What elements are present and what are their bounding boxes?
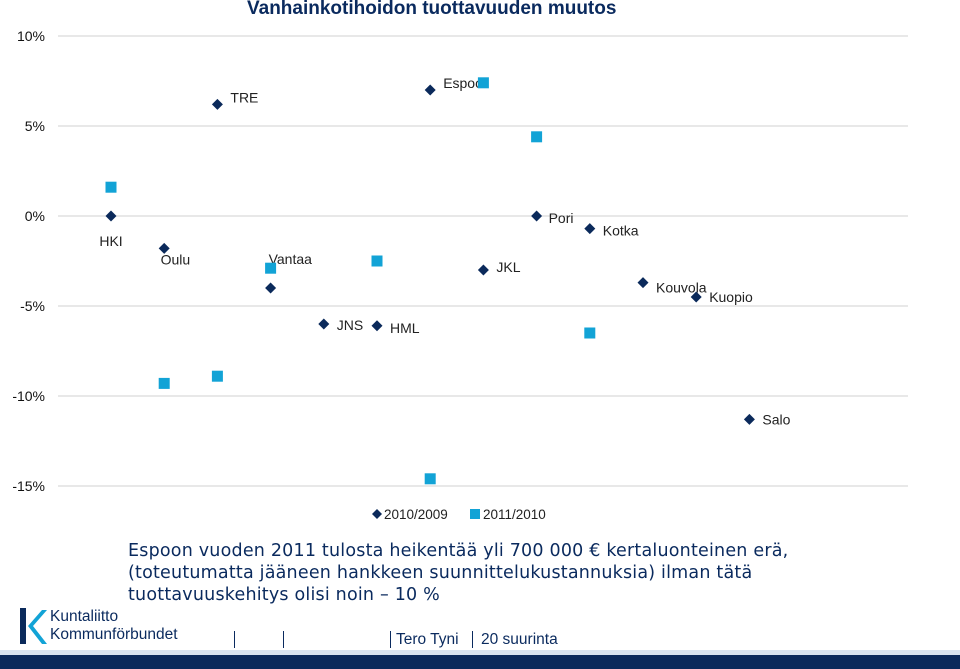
point-label: Vantaa (269, 251, 313, 267)
y-tick-label: 5% (25, 118, 45, 134)
logo-mark-icon (20, 608, 47, 644)
footer-author: Tero Tyni (396, 631, 459, 648)
point-2010-2009 (584, 223, 596, 235)
point-2010-2009 (265, 282, 277, 294)
point-2010-2009 (477, 264, 489, 276)
point-label: Kuopio (709, 289, 753, 305)
point-2010-2009 (211, 98, 223, 110)
point-2010-2009 (424, 84, 436, 96)
legend-label: 2010/2009 (384, 507, 448, 522)
y-tick-label: 10% (17, 28, 45, 44)
scatter-chart: 10% 5% 0% -5% -10% -15% HKI Oulu TRE Vantaa JNS HML… (12, 28, 908, 522)
point-2010-2009 (371, 320, 383, 332)
point-2011-2010 (531, 131, 543, 143)
point-2011-2010 (211, 370, 223, 382)
point-2011-2010 (424, 473, 436, 485)
footnote-line-1: Espoon vuoden 2011 tulosta heikentää yli… (128, 541, 789, 561)
point-label: TRE (230, 89, 258, 105)
y-tick-label: -10% (12, 388, 45, 404)
point-2010-2009 (531, 210, 543, 222)
point-2010-2009 (637, 277, 649, 289)
bottom-bar-accent (0, 650, 960, 655)
point-label: JNS (337, 317, 363, 333)
point-2010-2009 (318, 318, 330, 330)
legend-marker-2010-2009 (372, 509, 382, 519)
logo-line-2: Kommunförbundet (50, 626, 178, 643)
point-2010-2009 (743, 413, 755, 425)
point-2011-2010 (105, 181, 117, 193)
logo-line-1: Kuntaliitto (50, 608, 119, 625)
bottom-bar (0, 655, 960, 669)
point-2011-2010 (265, 262, 277, 274)
point-2010-2009 (105, 210, 117, 222)
y-tick-label: 0% (25, 208, 45, 224)
point-2011-2010 (158, 377, 170, 389)
point-label: Salo (762, 411, 790, 427)
legend-marker-2011-2010 (470, 509, 480, 519)
footer-separator (283, 631, 284, 648)
footnote-line-2: (toteutumatta jääneen hankkeen suunnitte… (128, 563, 753, 583)
point-2010-2009 (690, 291, 702, 303)
footer-page: 20 suurinta (481, 631, 558, 648)
point-label: JKL (496, 259, 520, 275)
y-tick-label: -5% (20, 298, 45, 314)
point-2011-2010 (584, 327, 596, 339)
point-label: Kouvola (656, 280, 707, 296)
point-label: Oulu (161, 251, 191, 267)
footnote-line-3: tuottavuuskehitys olisi noin – 10 % (128, 585, 440, 605)
footer-separator (234, 631, 235, 648)
chart-title: Vanhainkotihoidon tuottavuuden muutos (247, 0, 617, 19)
kuntaliitto-logo: Kuntaliitto Kommunförbundet (16, 606, 196, 650)
footnote: Espoon vuoden 2011 tulosta heikentää yli… (128, 540, 908, 606)
point-2011-2010 (477, 77, 489, 89)
legend-label: 2011/2010 (483, 507, 546, 522)
footer-separator (390, 631, 391, 648)
footer: Tero Tyni 20 suurinta (232, 631, 952, 649)
point-label: HML (390, 320, 420, 336)
point-label: Espoo (443, 75, 483, 91)
footer-separator (472, 631, 473, 648)
point-label: Kotka (603, 223, 639, 239)
point-2011-2010 (371, 255, 383, 267)
point-label: HKI (99, 233, 122, 249)
point-label: Pori (549, 210, 574, 226)
point-2010-2009 (158, 242, 170, 254)
y-tick-label: -15% (12, 478, 45, 494)
